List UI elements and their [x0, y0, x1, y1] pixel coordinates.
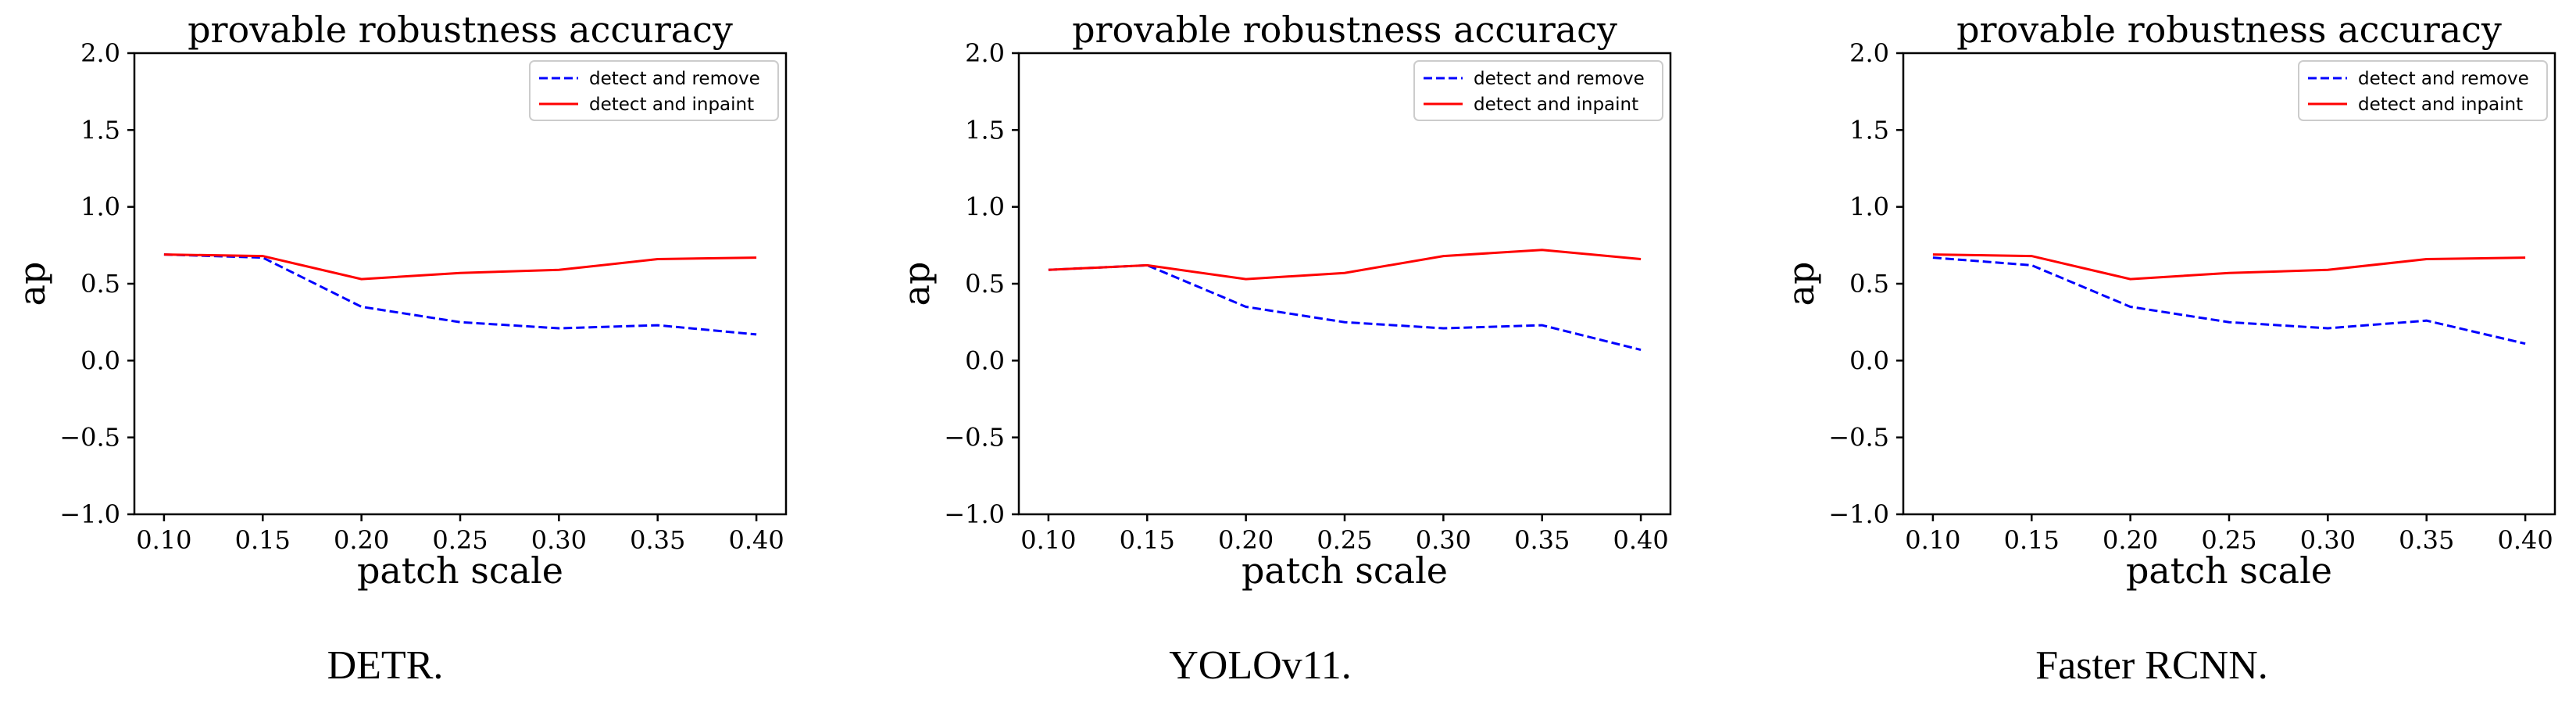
chart-title: provable robustness accuracy	[1072, 9, 1617, 51]
x-tick-label: 0.10	[136, 525, 191, 555]
y-tick-label: −0.5	[59, 423, 120, 453]
legend-label: detect and inpaint	[1474, 95, 1638, 115]
figure-caption: YOLOv11.	[1169, 643, 1352, 688]
y-tick-label: −0.5	[944, 423, 1005, 453]
chart-title: provable robustness accuracy	[1956, 9, 2502, 51]
y-tick-label: −0.5	[1828, 423, 1889, 453]
y-axis-label: ap	[895, 262, 938, 306]
y-tick-label: 0.5	[1849, 269, 1889, 299]
y-tick-label: −1.0	[944, 499, 1005, 529]
x-tick-label: 0.15	[1120, 525, 1175, 555]
y-tick-label: 1.0	[1849, 192, 1889, 222]
plot-frame	[1902, 52, 2556, 516]
legend: detect and remove detect and inpaint	[529, 60, 779, 121]
y-tick-label: 1.5	[80, 115, 120, 145]
legend-label: detect and inpaint	[2358, 95, 2523, 115]
y-tick-label: 0.0	[1849, 345, 1889, 375]
x-axis-label: patch scale	[357, 549, 563, 592]
legend-label: detect and remove	[1474, 69, 1645, 89]
x-tick-label: 0.40	[1613, 525, 1668, 555]
x-tick-label: 0.30	[531, 525, 587, 555]
legend-label: detect and remove	[2358, 69, 2529, 89]
legend-label: detect and inpaint	[589, 95, 754, 115]
y-axis-label: ap	[1780, 262, 1822, 306]
y-tick-label: 2.0	[965, 38, 1005, 68]
legend-box	[529, 60, 779, 121]
y-tick-label: 2.0	[1849, 38, 1889, 68]
x-axis-label: patch scale	[1242, 549, 1448, 592]
y-tick-label: 0.0	[965, 345, 1005, 375]
plot-frame	[133, 52, 788, 516]
chart-panel: 0.10 0.15 0.20 0.25 0.30 0.35 0.40 −1.0 −0.5 0.0 0…	[11, 9, 788, 592]
series-line-detect-and-inpaint	[1932, 253, 2526, 281]
chart-panel: 0.10 0.15 0.20 0.25 0.30 0.35 0.40 −1.0 −0.5 0.0 0…	[1780, 9, 2556, 592]
x-tick-label: 0.20	[1218, 525, 1274, 555]
legend-box	[1413, 60, 1663, 121]
x-axis-label: patch scale	[2126, 549, 2332, 592]
figure-caption: DETR.	[327, 643, 444, 688]
x-tick-label: 0.15	[235, 525, 291, 555]
y-tick-label: 1.5	[965, 115, 1005, 145]
y-tick-label: 0.5	[80, 269, 120, 299]
series-line-detect-and-inpaint	[163, 253, 757, 281]
x-tick-label: 0.40	[728, 525, 784, 555]
chart-panel: 0.10 0.15 0.20 0.25 0.30 0.35 0.40 −1.0 −0.5 0.0 0…	[895, 9, 1672, 592]
y-tick-label: 0.5	[965, 269, 1005, 299]
x-tick-label: 0.35	[630, 525, 685, 555]
y-tick-label: 2.0	[80, 38, 120, 68]
legend: detect and remove detect and inpaint	[2298, 60, 2548, 121]
series-line-detect-and-inpaint	[1048, 249, 1642, 281]
y-tick-label: −1.0	[1828, 499, 1889, 529]
figure-caption: Faster RCNN.	[2035, 643, 2268, 688]
series-line-detect-and-remove	[1048, 263, 1642, 352]
x-tick-label: 0.25	[1317, 525, 1372, 555]
chart-title: provable robustness accuracy	[188, 9, 733, 51]
x-tick-label: 0.15	[2004, 525, 2060, 555]
legend: detect and remove detect and inpaint	[1413, 60, 1663, 121]
x-tick-label: 0.30	[1416, 525, 1471, 555]
y-axis-label: ap	[11, 262, 53, 306]
series-line-detect-and-remove	[163, 253, 757, 336]
y-tick-label: 1.0	[965, 192, 1005, 222]
x-tick-label: 0.35	[1514, 525, 1570, 555]
x-tick-label: 0.20	[334, 525, 389, 555]
x-tick-label: 0.25	[432, 525, 488, 555]
x-tick-label: 0.10	[1020, 525, 1076, 555]
x-tick-label: 0.35	[2399, 525, 2454, 555]
y-tick-label: −1.0	[59, 499, 120, 529]
series-line-detect-and-remove	[1932, 256, 2526, 345]
x-tick-label: 0.20	[2103, 525, 2158, 555]
y-tick-label: 1.0	[80, 192, 120, 222]
x-tick-label: 0.30	[2300, 525, 2356, 555]
x-tick-label: 0.25	[2201, 525, 2256, 555]
x-tick-label: 0.10	[1905, 525, 1960, 555]
legend-label: detect and remove	[589, 69, 760, 89]
plot-frame	[1017, 52, 1672, 516]
y-tick-label: 1.5	[1849, 115, 1889, 145]
y-tick-label: 0.0	[80, 345, 120, 375]
x-tick-label: 0.40	[2497, 525, 2553, 555]
legend-box	[2298, 60, 2548, 121]
